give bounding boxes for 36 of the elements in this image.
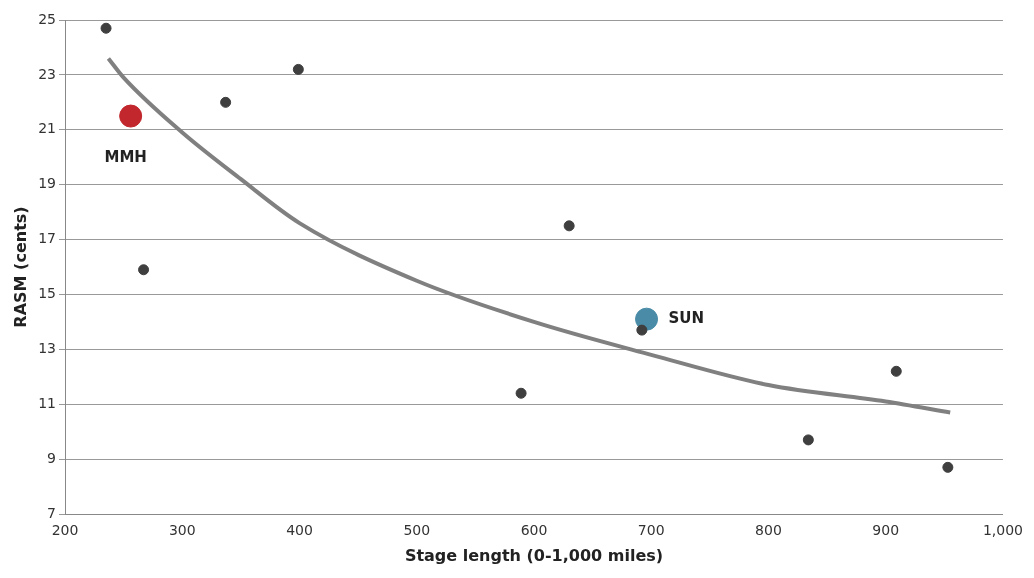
y-tick-label: 11 — [38, 394, 57, 411]
y-tick-label: 15 — [38, 285, 57, 302]
point — [100, 22, 112, 34]
point — [890, 365, 902, 377]
point — [942, 461, 954, 473]
point — [515, 387, 527, 399]
x-tick-label: 500 — [403, 522, 431, 539]
point — [220, 96, 232, 108]
series-label: SUN — [668, 309, 705, 328]
x-tick-label: 300 — [168, 522, 196, 539]
point — [292, 63, 304, 75]
series-label: MMH — [104, 147, 147, 166]
y-tick-label: 21 — [38, 120, 57, 137]
point — [119, 104, 143, 128]
y-tick-label: 17 — [38, 230, 57, 247]
x-tick-label: 600 — [520, 522, 548, 539]
x-tick-label: 1,000 — [982, 522, 1024, 539]
x-tick-label: 900 — [872, 522, 900, 539]
y-tick-label: 23 — [38, 65, 57, 82]
y-tick-label: 19 — [38, 175, 57, 192]
x-axis-title: Stage length (0-1,000 miles) — [404, 545, 664, 565]
y-tick-label: 13 — [38, 339, 57, 356]
point — [802, 434, 814, 446]
point — [636, 324, 648, 336]
y-tick-label: 9 — [47, 449, 57, 466]
point — [563, 220, 575, 232]
x-tick-label: 400 — [286, 522, 313, 539]
line-series — [106, 56, 953, 415]
x-tick-label: 700 — [637, 522, 665, 539]
x-tick-label: 800 — [755, 522, 782, 539]
y-axis-title: RASM (cents) — [10, 206, 30, 328]
point — [635, 307, 659, 331]
x-tick-label: 200 — [51, 522, 79, 539]
y-tick-label: 7 — [47, 504, 57, 521]
point — [138, 264, 150, 276]
y-tick-label: 25 — [38, 10, 57, 27]
